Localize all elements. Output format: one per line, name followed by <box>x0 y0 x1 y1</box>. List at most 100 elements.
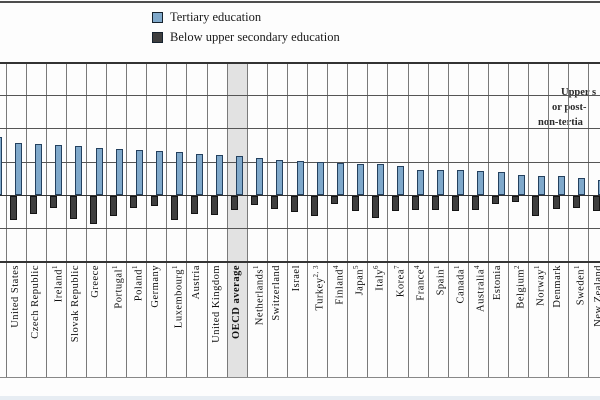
vertical-gridline <box>407 62 409 377</box>
vertical-gridline <box>246 62 248 377</box>
footnote-superscript: 6 <box>372 265 381 269</box>
country-label: Slovak Republic <box>69 265 81 343</box>
tertiary-bar <box>577 177 585 195</box>
below-secondary-bar <box>70 195 78 220</box>
tertiary-bar <box>437 170 445 195</box>
tertiary-bar <box>557 176 565 195</box>
country-label: Czech Republic <box>29 265 41 339</box>
vertical-gridline <box>467 62 469 377</box>
below-secondary-bar <box>371 195 379 219</box>
country-label: Spain1 <box>432 265 447 296</box>
vertical-gridline <box>106 62 108 377</box>
below-secondary-bar <box>592 195 600 212</box>
tertiary-bar <box>397 165 404 195</box>
vertical-gridline <box>65 62 67 377</box>
tertiary-bar <box>356 163 364 195</box>
tertiary-bar <box>216 154 224 195</box>
vertical-gridline <box>5 62 7 377</box>
country-label: Austria <box>190 265 202 300</box>
legend-item-tertiary: Tertiary education <box>152 7 340 27</box>
tertiary-bar <box>155 150 163 195</box>
below-secondary-bar <box>90 195 98 224</box>
bottom-strip <box>0 396 600 400</box>
country-label: Belgium2 <box>513 265 527 309</box>
footnote-superscript: 4 <box>472 265 481 269</box>
country-label: Israel <box>291 265 302 292</box>
horizontal-gridline <box>0 95 600 97</box>
footnote-superscript: 1 <box>573 265 582 269</box>
country-label: Poland1 <box>131 265 145 302</box>
country-label: Australia4 <box>472 265 487 312</box>
vertical-gridline <box>166 62 168 377</box>
below-secondary-bar <box>170 195 178 220</box>
below-secondary-bar <box>512 195 520 203</box>
country-label: Canada1 <box>452 265 467 304</box>
legend: Tertiary education Below upper secondary… <box>152 7 340 47</box>
tertiary-bar <box>336 162 344 195</box>
vertical-gridline <box>206 62 208 377</box>
below-secondary-bar <box>150 195 158 206</box>
country-label: Finland4 <box>332 265 346 305</box>
below-secondary-bar <box>50 195 57 208</box>
tertiary-bar <box>0 137 2 195</box>
annotation-line-1: Upper s <box>561 87 597 98</box>
below-secondary-bar <box>210 195 218 216</box>
highlight-band <box>226 62 247 377</box>
below-secondary-bar <box>9 195 17 221</box>
vertical-gridline <box>387 62 389 377</box>
legend-label-tertiary: Tertiary education <box>170 9 262 24</box>
country-label: Germany <box>150 265 162 308</box>
tertiary-bar <box>598 180 600 195</box>
vertical-gridline <box>528 62 530 377</box>
vertical-gridline <box>266 62 268 377</box>
footnote-superscript: 1 <box>111 265 120 269</box>
tertiary-bar <box>296 160 304 195</box>
vertical-gridline <box>146 62 148 377</box>
footnote-superscript: 5 <box>352 265 361 269</box>
vertical-gridline <box>186 62 188 377</box>
tertiary-swatch-icon <box>152 11 163 23</box>
horizontal-gridline <box>0 228 600 229</box>
tertiary-bar <box>135 149 143 195</box>
below-secondary-bar <box>532 195 540 216</box>
country-label: Italy6 <box>372 265 386 291</box>
country-label: Turkey2, 3 <box>312 265 326 311</box>
country-label: OECD average <box>230 265 242 339</box>
footnote-superscript: 1 <box>452 265 461 269</box>
footnote-superscript: 4 <box>412 265 421 269</box>
below-secondary-bar <box>230 195 238 211</box>
below-secondary-bar <box>29 195 37 214</box>
below-secondary-bar <box>271 195 279 210</box>
vertical-gridline <box>427 62 429 377</box>
vertical-gridline <box>487 62 489 377</box>
horizontal-gridline <box>0 261 600 263</box>
below-secondary-bar <box>552 195 560 210</box>
footnote-superscript: 1 <box>131 265 140 269</box>
footnote-superscript: 1 <box>251 265 260 269</box>
footnote-superscript: 7 <box>392 265 401 269</box>
tertiary-bar <box>457 170 465 195</box>
country-label: Netherlands1 <box>251 265 266 326</box>
footnote-superscript: 2 <box>513 265 522 269</box>
vertical-gridline <box>45 62 47 377</box>
vertical-gridline <box>447 62 449 377</box>
tertiary-bar <box>236 156 244 195</box>
below-secondary-bar <box>472 195 480 210</box>
vertical-gridline <box>347 62 349 377</box>
below-secondary-bar <box>190 195 198 214</box>
country-label: Japan5 <box>352 265 366 296</box>
vertical-gridline <box>25 62 27 377</box>
vertical-gridline <box>367 62 369 377</box>
footnote-superscript: 1 <box>171 265 180 269</box>
country-label: Portugal1 <box>111 265 125 309</box>
footnote-superscript: 2, 3 <box>312 265 321 278</box>
country-label: Norway1 <box>533 265 547 306</box>
below-secondary-bar <box>411 195 419 211</box>
tertiary-bar <box>256 158 264 195</box>
country-label: Greece <box>90 265 101 298</box>
below-secondary-bar <box>311 195 319 217</box>
legend-item-below-secondary: Below upper secondary education <box>152 27 340 47</box>
below-secondary-bar <box>351 195 359 212</box>
vertical-gridline <box>508 62 510 377</box>
footnote-superscript: 4 <box>332 265 341 269</box>
